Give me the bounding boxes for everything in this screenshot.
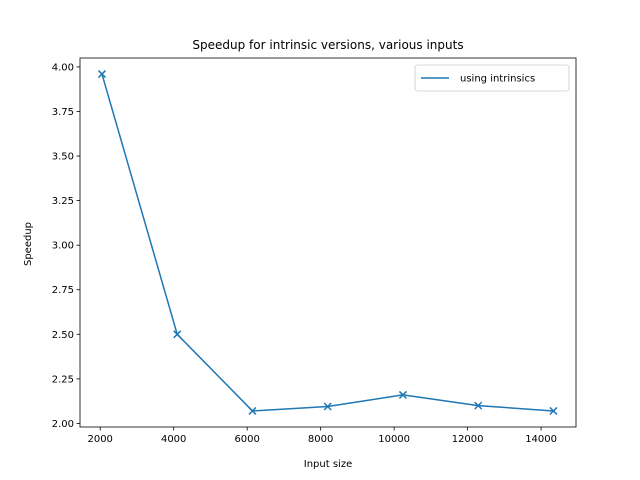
x-tick-label: 10000 — [378, 434, 410, 445]
data-point — [248, 406, 257, 415]
x-axis: 2000 4000 6000 8000 10000 12000 14000 — [87, 427, 557, 445]
x-tick-label: 12000 — [452, 434, 484, 445]
y-tick-label: 3.00 — [52, 241, 74, 252]
data-point — [474, 401, 483, 410]
plot-frame — [79, 57, 577, 428]
series-layer — [97, 70, 558, 415]
y-axis-label: Speedup — [23, 222, 34, 266]
y-tick-label: 3.50 — [52, 152, 74, 163]
data-point — [97, 70, 107, 79]
x-tick-label: 6000 — [234, 434, 259, 445]
x-tick-label: 14000 — [525, 434, 557, 445]
x-tick-label: 4000 — [161, 434, 186, 445]
legend: using intrinsics — [414, 64, 570, 92]
x-tick-label: 2000 — [87, 434, 112, 445]
data-point — [323, 402, 332, 411]
plot-area — [79, 57, 577, 428]
y-tick-label: 2.50 — [52, 330, 74, 341]
legend-label: using intrinsics — [460, 74, 535, 85]
y-tick-label: 2.75 — [52, 285, 74, 296]
data-point — [398, 390, 407, 399]
y-tick-label: 3.75 — [52, 107, 74, 118]
y-axis: 2.00 2.25 2.50 2.75 3.00 3.25 3.50 3.75 4.00 — [52, 62, 80, 430]
y-tick-label: 2.25 — [52, 374, 74, 385]
y-tick-label: 3.25 — [52, 196, 74, 207]
x-axis-label: Input size — [304, 459, 352, 470]
x-tick-label: 8000 — [308, 434, 333, 445]
chart-title: Speedup for intrinsic versions, various … — [192, 38, 463, 52]
data-point — [549, 406, 558, 415]
data-point — [173, 330, 182, 339]
y-tick-label: 2.00 — [52, 419, 74, 430]
y-tick-label: 4.00 — [52, 62, 74, 73]
legend-box — [414, 64, 570, 92]
series-line — [101, 73, 554, 412]
